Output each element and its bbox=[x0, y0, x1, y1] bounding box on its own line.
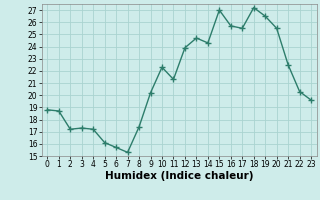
X-axis label: Humidex (Indice chaleur): Humidex (Indice chaleur) bbox=[105, 171, 253, 181]
